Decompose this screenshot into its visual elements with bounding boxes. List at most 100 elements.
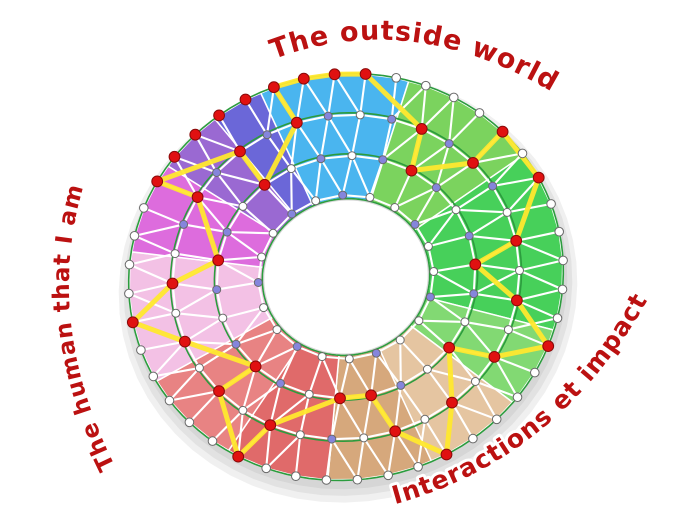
- mesh-line: [432, 263, 477, 273]
- mesh-line: [448, 96, 455, 145]
- mesh-line: [237, 409, 244, 458]
- node: [451, 205, 461, 215]
- node: [316, 154, 326, 164]
- mesh-line: [321, 355, 351, 360]
- mesh-line: [330, 397, 342, 441]
- mesh-line: [299, 433, 333, 441]
- node: [148, 371, 159, 382]
- mesh-line: [327, 115, 354, 157]
- mesh-line: [413, 208, 458, 226]
- red-node: [249, 360, 262, 373]
- red-node: [488, 351, 501, 363]
- mesh-line: [266, 86, 275, 136]
- mesh-line: [171, 282, 218, 291]
- mesh-line: [254, 345, 299, 368]
- mesh-line: [427, 234, 471, 248]
- red-node: [126, 316, 139, 329]
- mesh-line: [474, 380, 519, 399]
- node: [425, 292, 435, 302]
- mesh-line: [127, 282, 174, 295]
- mesh-line: [131, 312, 177, 324]
- mesh-line: [429, 292, 475, 299]
- node: [292, 342, 302, 351]
- mesh-line: [399, 368, 429, 387]
- node: [530, 367, 540, 378]
- node: [449, 92, 459, 103]
- red-node: [191, 191, 204, 204]
- node: [410, 219, 420, 229]
- node: [502, 207, 512, 217]
- mesh-line: [463, 292, 475, 323]
- donut-hole: [264, 200, 428, 354]
- node: [378, 155, 388, 165]
- mesh-line: [241, 205, 275, 235]
- node: [262, 130, 272, 140]
- mesh-line: [183, 317, 224, 343]
- mesh-line: [410, 142, 451, 172]
- node: [253, 278, 263, 287]
- mesh-line: [198, 343, 238, 369]
- red-node: [511, 294, 523, 307]
- red-node: [264, 419, 277, 432]
- mesh-line: [370, 352, 378, 397]
- node: [218, 313, 228, 323]
- mesh-line: [196, 196, 244, 208]
- node: [238, 405, 248, 415]
- mesh-line: [515, 288, 564, 302]
- node: [359, 433, 369, 443]
- node: [207, 436, 218, 446]
- mesh-line: [491, 176, 540, 188]
- node: [124, 288, 134, 299]
- mesh-line: [254, 328, 279, 368]
- mesh-line: [387, 430, 397, 477]
- mesh-line: [142, 206, 185, 226]
- mesh-line: [381, 127, 423, 161]
- mesh-line: [226, 205, 244, 234]
- node: [287, 209, 297, 219]
- node: [517, 148, 528, 159]
- node: [352, 474, 363, 485]
- node: [383, 470, 394, 481]
- mesh-line: [139, 340, 186, 352]
- mesh-line: [448, 111, 481, 145]
- red-node: [532, 171, 545, 184]
- node: [171, 308, 181, 318]
- mesh-line: [359, 113, 393, 121]
- highlight-path-line: [130, 71, 551, 460]
- mesh-line: [450, 401, 474, 440]
- mesh-line: [319, 157, 344, 197]
- node: [327, 434, 337, 444]
- node: [347, 151, 357, 161]
- mesh-line: [368, 158, 384, 199]
- node: [212, 285, 222, 295]
- mesh-line: [413, 186, 438, 226]
- node: [503, 325, 513, 335]
- mesh-line: [173, 155, 218, 174]
- node: [286, 164, 296, 174]
- mesh-line: [290, 167, 317, 202]
- mesh-line: [226, 231, 263, 259]
- mesh-line: [215, 281, 260, 291]
- mesh-line: [226, 231, 275, 235]
- mesh-line: [244, 98, 269, 136]
- mesh-line: [128, 263, 174, 285]
- mesh-line: [463, 320, 510, 331]
- mesh-line: [341, 194, 371, 199]
- node: [194, 363, 204, 373]
- node: [355, 110, 365, 120]
- mesh-line: [381, 118, 393, 161]
- mesh-line: [394, 430, 420, 468]
- mesh-line: [327, 73, 336, 118]
- mesh-line: [515, 230, 561, 242]
- mesh-line: [515, 239, 565, 262]
- mesh-line: [321, 355, 342, 400]
- mesh-line: [518, 259, 565, 272]
- red-node: [359, 68, 372, 80]
- node: [317, 352, 327, 362]
- mesh-line: [432, 270, 475, 295]
- mesh-line: [454, 185, 494, 211]
- mesh-line: [393, 186, 438, 209]
- mesh-line: [241, 382, 282, 412]
- mesh-line: [325, 438, 333, 482]
